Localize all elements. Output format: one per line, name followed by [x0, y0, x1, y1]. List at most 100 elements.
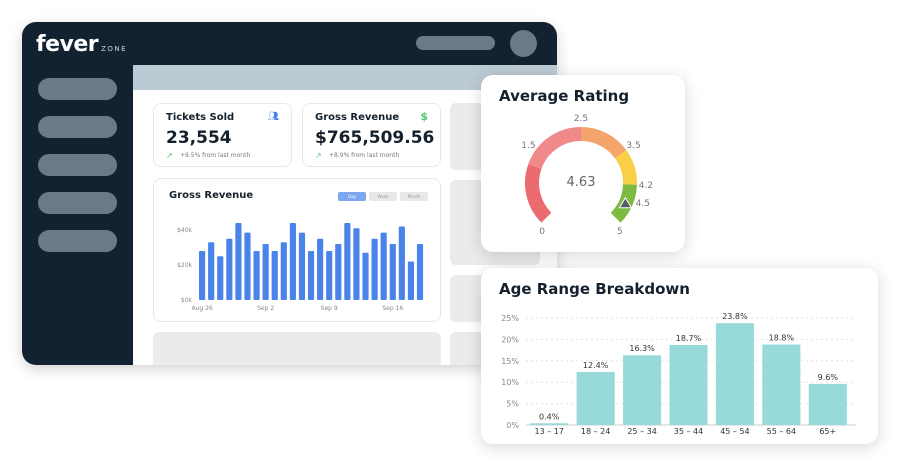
gauge-tick-label: 5: [617, 227, 623, 237]
tab-day[interactable]: Day: [338, 192, 366, 201]
y-tick-label: 5%: [506, 400, 519, 409]
users-icon: 👥︎: [267, 112, 279, 122]
fever-zone-logo: fever ZONE: [36, 32, 127, 57]
gauge-tick-label: 1.5: [521, 141, 535, 151]
trend-up-icon: ↗: [315, 151, 322, 160]
x-tick-label: 18 – 24: [581, 427, 610, 436]
bar-value-label: 18.7%: [676, 334, 702, 343]
bar-value-label: 9.6%: [818, 373, 839, 382]
gauge-segment: [525, 164, 552, 223]
dollar-icon: $: [420, 110, 428, 123]
x-tick-label: 25 – 34: [627, 427, 656, 436]
revenue-bar: [371, 238, 378, 300]
sidebar-item[interactable]: [38, 154, 117, 176]
revenue-chart-card: Gross Revenue Day Week Month $0k $20k $40k…: [153, 178, 441, 322]
gauge-segment: [614, 150, 637, 185]
gauge-value: 4.63: [566, 175, 596, 190]
dashboard-window: fever ZONE Tickets Sold 👥︎ 23,554 ↗ +9.5%…: [22, 22, 557, 365]
avatar[interactable]: [510, 30, 537, 57]
y-tick-label: 15%: [501, 357, 519, 366]
revenue-bar: [335, 244, 342, 300]
kpi-value: 23,554: [166, 128, 232, 148]
revenue-bar: [235, 223, 242, 300]
bar-value-label: 23.8%: [722, 312, 748, 321]
revenue-bar: [262, 244, 269, 300]
revenue-bar: [307, 251, 315, 300]
sidebar-item[interactable]: [38, 116, 117, 138]
period-tabs: Day Week Month: [338, 192, 428, 201]
revenue-bar: [380, 232, 387, 300]
revenue-bar: [344, 223, 351, 300]
kpi-card-revenue: Gross Revenue $ $765,509.56 ↗ +8.9% from…: [302, 103, 441, 167]
search-bar[interactable]: [416, 36, 495, 50]
average-rating-card: Average Rating 0 1.5 2.5 3.5 4.2 4.5 5 4.63: [481, 75, 685, 252]
chart-title: Gross Revenue: [169, 190, 254, 201]
card-title: Average Rating: [499, 87, 630, 105]
placeholder-card: [153, 332, 441, 365]
age-bar: [576, 371, 615, 425]
bar-value-label: 0.4%: [539, 412, 560, 421]
y-tick-label: $40k: [177, 227, 192, 234]
gauge-segment: [580, 127, 627, 159]
revenue-bar: [271, 251, 278, 300]
revenue-bar: [389, 244, 396, 300]
tab-month[interactable]: Month: [400, 192, 428, 201]
x-tick-label: Sep 16: [382, 305, 403, 312]
y-tick-label: $0k: [181, 297, 193, 304]
y-tick-label: $20k: [177, 262, 192, 269]
revenue-bar: [362, 252, 369, 300]
age-bar: [623, 355, 662, 425]
age-bar-chart: 0% 5% 10% 15% 20% 25% 0.4% 13 – 17 12.4% 18 – 24 1…: [501, 312, 856, 436]
bar-value-label: 16.3%: [629, 344, 655, 353]
gauge-tick-label: 3.5: [626, 141, 640, 151]
tab-week[interactable]: Week: [369, 192, 397, 201]
x-tick-label: 65+: [819, 427, 836, 436]
card-title: Age Range Breakdown: [499, 280, 690, 298]
logo-sub: ZONE: [101, 45, 128, 53]
bar-value-label: 18.8%: [769, 334, 795, 343]
revenue-bar: [398, 226, 405, 300]
age-bar: [715, 323, 754, 425]
revenue-bar: [217, 256, 224, 300]
x-tick-label: 45 – 54: [720, 427, 749, 436]
kpi-value: $765,509.56: [315, 128, 435, 148]
revenue-bar: [353, 228, 360, 300]
sidebar-item[interactable]: [38, 192, 117, 214]
age-range-card: Age Range Breakdown 0% 5% 10% 15% 20% 25% 0.4%…: [481, 268, 878, 444]
gauge-tick-label: 4.5: [636, 199, 650, 209]
revenue-bar: [407, 261, 415, 300]
sidebar-item[interactable]: [38, 230, 117, 252]
y-tick-label: 20%: [501, 335, 519, 344]
revenue-bar: [317, 238, 324, 300]
trend-up-icon: ↗: [166, 151, 173, 160]
sidebar-item[interactable]: [38, 78, 117, 100]
revenue-bar: [244, 232, 251, 300]
revenue-bar: [208, 242, 215, 300]
gauge-tick-label: 0: [539, 227, 545, 237]
gauge-tick-label: 4.2: [639, 181, 653, 191]
y-tick-label: 10%: [501, 378, 519, 387]
revenue-bar: [280, 242, 287, 300]
revenue-bar: [298, 232, 306, 300]
x-tick-label: 35 – 44: [674, 427, 703, 436]
age-bar: [669, 344, 708, 425]
age-bar: [762, 344, 801, 425]
revenue-bar: [416, 244, 424, 300]
revenue-bar: [199, 251, 206, 300]
revenue-bar: [226, 238, 233, 300]
age-bar: [808, 383, 847, 425]
age-bar: [530, 423, 569, 425]
kpi-delta: +9.5% from last month: [180, 152, 251, 159]
x-tick-label: 13 – 17: [534, 427, 563, 436]
kpi-delta: +8.9% from last month: [329, 152, 400, 159]
gauge-tick-label: 2.5: [574, 114, 588, 124]
kpi-card-tickets: Tickets Sold 👥︎ 23,554 ↗ +9.5% from last…: [153, 103, 292, 167]
bar-value-label: 12.4%: [583, 361, 609, 370]
revenue-bar: [253, 251, 260, 300]
revenue-bar: [326, 251, 333, 300]
x-tick-label: Sep 9: [321, 305, 338, 312]
y-tick-label: 25%: [501, 314, 519, 323]
kpi-title: Gross Revenue: [315, 112, 400, 123]
gauge-segment: [528, 127, 582, 170]
